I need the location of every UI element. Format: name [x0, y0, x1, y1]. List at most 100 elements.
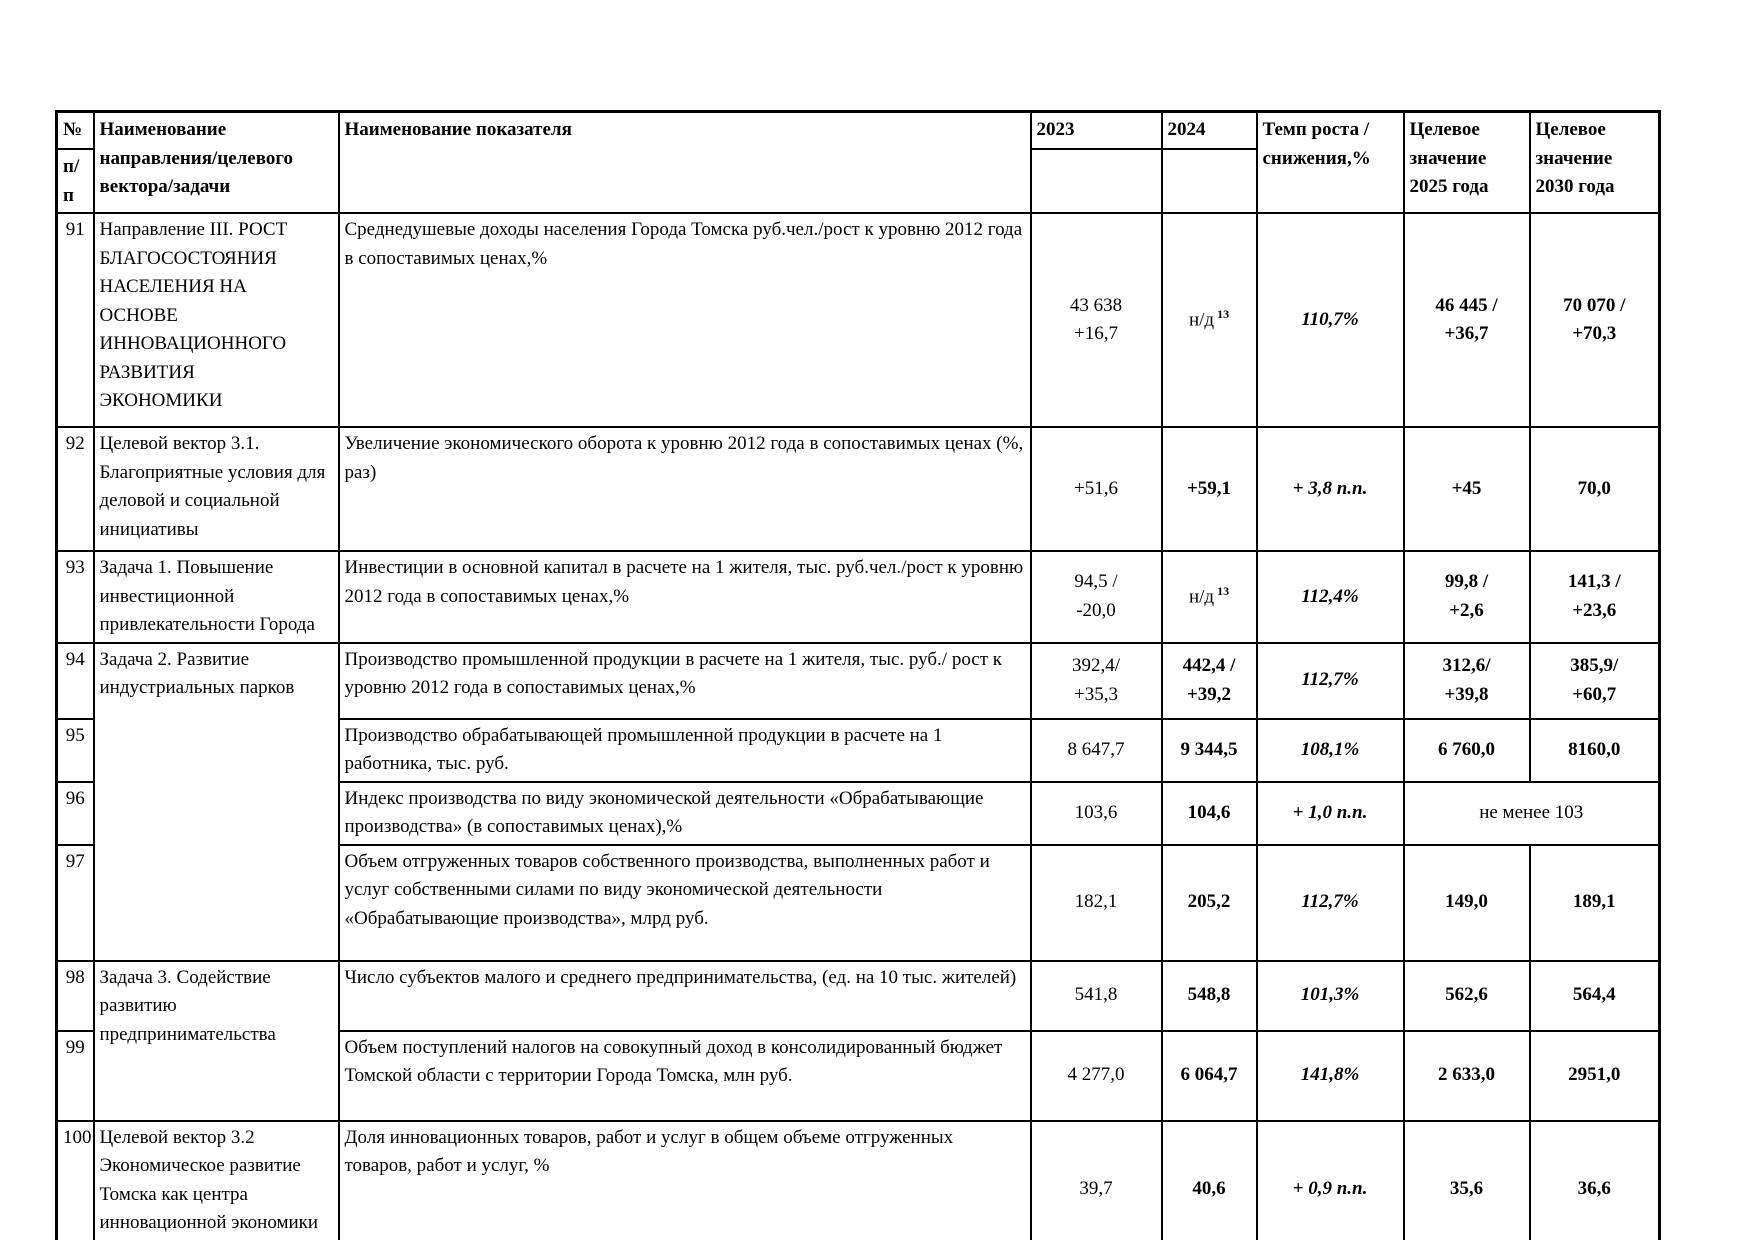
direction-name-cell: Направление III. РОСТ БЛАГОСОСТОЯНИЯ НАС… — [92, 212, 340, 428]
table-row: 92 Целевой вектор 3.1. Благоприятные усл… — [55, 426, 1661, 552]
growth-rate-cell: 141,8% — [1255, 1029, 1405, 1122]
value-2024-cell: 6 064,7 — [1160, 1029, 1258, 1122]
header-num-sub: п/п — [55, 148, 95, 214]
indicator-name-cell: Производство обрабатывающей промышленной… — [337, 717, 1032, 783]
header-num: № — [55, 110, 95, 150]
table-row: 96 Индекс производства по виду экономиче… — [55, 780, 1661, 846]
value-2024-cell: н/д 13 — [1160, 212, 1258, 428]
direction-name-cell: Задача 2. Развитие индустриальных парков — [92, 641, 340, 962]
header-growth-rate: Темп роста / снижения,% — [1255, 110, 1405, 214]
direction-name-cell: Целевой вектор 3.2 Экономическое развити… — [92, 1119, 340, 1240]
target-2030-cell: 2951,0 — [1528, 1029, 1661, 1122]
target-2030-cell: 36,6 — [1528, 1119, 1661, 1240]
value-2024-cell: 9 344,5 — [1160, 717, 1258, 783]
target-2025-cell: 35,6 — [1402, 1119, 1531, 1240]
row-number-cell: 96 — [55, 780, 95, 846]
value-2024-text: н/д — [1188, 586, 1215, 608]
header-target-2025: Целевое значение 2025 года — [1402, 110, 1531, 214]
target-2030-cell: 70,0 — [1528, 426, 1661, 552]
indicator-name-cell: Среднедушевые доходы населения Города То… — [337, 212, 1032, 428]
indicator-name-cell: Доля инновационных товаров, работ и услу… — [337, 1119, 1032, 1240]
value-2024-cell: 548,8 — [1160, 959, 1258, 1032]
indicator-name-cell: Производство промышленной продукции в ра… — [337, 641, 1032, 720]
value-2023-cell: 94,5 / -20,0 — [1029, 550, 1163, 644]
target-2025-cell: 6 760,0 — [1402, 717, 1531, 783]
header-year-2024: 2024 — [1160, 110, 1258, 150]
growth-rate-cell: + 3,8 п.п. — [1255, 426, 1405, 552]
footnote-marker: 13 — [1217, 583, 1230, 598]
table-row: 98 Задача 3. Содействие развитию предпри… — [55, 959, 1661, 1122]
direction-name-cell: Целевой вектор 3.1. Благоприятные услови… — [92, 426, 340, 552]
header-2024-sub — [1160, 148, 1258, 214]
value-2024-text: н/д — [1188, 309, 1215, 331]
row-number-cell: 95 — [55, 717, 95, 783]
row-number-cell: 100 — [55, 1119, 95, 1240]
target-2030-cell: 564,4 — [1528, 959, 1661, 1032]
growth-rate-cell: + 0,9 п.п. — [1255, 1119, 1405, 1240]
header-target-2030: Целевое значение 2030 года — [1528, 110, 1661, 214]
row-number-cell: 92 — [55, 426, 95, 552]
target-2025-cell: 149,0 — [1402, 843, 1531, 962]
table-row: 91 Направление III. РОСТ БЛАГОСОСТОЯНИЯ … — [55, 212, 1661, 428]
indicator-name-cell: Число субъектов малого и среднего предпр… — [337, 959, 1032, 1032]
target-2030-cell: 189,1 — [1528, 843, 1661, 962]
indicator-name-cell: Увеличение экономического оборота к уров… — [337, 426, 1032, 552]
indicators-table: № Наименование направления/целевого вект… — [55, 110, 1661, 1240]
table-row: 94 Задача 2. Развитие индустриальных пар… — [55, 641, 1661, 962]
indicator-name-cell: Объем поступлений налогов на совокупный … — [337, 1029, 1032, 1122]
row-number-cell: 91 — [55, 212, 95, 428]
value-2023-cell: 8 647,7 — [1029, 717, 1163, 783]
row-number-cell: 99 — [55, 1029, 95, 1122]
table-header: № Наименование направления/целевого вект… — [55, 110, 1661, 214]
target-2030-cell: 141,3 / +23,6 — [1528, 550, 1661, 644]
footnote-marker: 13 — [1217, 307, 1230, 322]
table-row: 100 Целевой вектор 3.2 Экономическое раз… — [55, 1119, 1661, 1240]
target-2030-cell: 385,9/ +60,7 — [1528, 641, 1661, 720]
row-number-cell: 94 — [55, 641, 95, 720]
target-merged-cell: не менее 103 — [1402, 780, 1661, 846]
value-2024-cell: 104,6 — [1160, 780, 1258, 846]
target-2025-cell: 312,6/ +39,8 — [1402, 641, 1531, 720]
value-2024-cell: 205,2 — [1160, 843, 1258, 962]
header-2023-sub — [1029, 148, 1163, 214]
growth-rate-cell: 110,7% — [1255, 212, 1405, 428]
table-row: 97 Объем отгруженных товаров собственног… — [55, 843, 1661, 962]
value-2023-cell: 4 277,0 — [1029, 1029, 1163, 1122]
value-2024-cell: н/д 13 — [1160, 550, 1258, 644]
header-direction: Наименование направления/целевого вектор… — [92, 110, 340, 214]
table-row: 95 Производство обрабатывающей промышлен… — [55, 717, 1661, 783]
growth-rate-cell: 108,1% — [1255, 717, 1405, 783]
value-2023-cell: 43 638 +16,7 — [1029, 212, 1163, 428]
direction-name-cell: Задача 3. Содействие развитию предприним… — [92, 959, 340, 1122]
row-number-cell: 98 — [55, 959, 95, 1032]
header-indicator: Наименование показателя — [337, 110, 1032, 214]
growth-rate-cell: + 1,0 п.п. — [1255, 780, 1405, 846]
indicator-name-cell: Инвестиции в основной капитал в расчете … — [337, 550, 1032, 644]
value-2023-cell: 182,1 — [1029, 843, 1163, 962]
growth-rate-cell: 101,3% — [1255, 959, 1405, 1032]
target-2025-cell: +45 — [1402, 426, 1531, 552]
value-2023-cell: +51,6 — [1029, 426, 1163, 552]
value-2023-cell: 541,8 — [1029, 959, 1163, 1032]
target-2030-cell: 70 070 / +70,3 — [1528, 212, 1661, 428]
value-2023-cell: 39,7 — [1029, 1119, 1163, 1240]
direction-name-cell: Задача 1. Повышение инвестиционной привл… — [92, 550, 340, 644]
value-2024-cell: 40,6 — [1160, 1119, 1258, 1240]
table-row: 99 Объем поступлений налогов на совокупн… — [55, 1029, 1661, 1122]
target-2030-cell: 8160,0 — [1528, 717, 1661, 783]
row-number-cell: 93 — [55, 550, 95, 644]
value-2024-cell: +59,1 — [1160, 426, 1258, 552]
indicator-name-cell: Объем отгруженных товаров собственного п… — [337, 843, 1032, 962]
value-2024-cell: 442,4 / +39,2 — [1160, 641, 1258, 720]
row-number-cell: 97 — [55, 843, 95, 962]
target-2025-cell: 99,8 / +2,6 — [1402, 550, 1531, 644]
value-2023-cell: 103,6 — [1029, 780, 1163, 846]
indicator-name-cell: Индекс производства по виду экономическо… — [337, 780, 1032, 846]
growth-rate-cell: 112,4% — [1255, 550, 1405, 644]
table-row: 93 Задача 1. Повышение инвестиционной пр… — [55, 550, 1661, 644]
table-body: 91 Направление III. РОСТ БЛАГОСОСТОЯНИЯ … — [55, 212, 1661, 1240]
growth-rate-cell: 112,7% — [1255, 843, 1405, 962]
header-year-2023: 2023 — [1029, 110, 1163, 150]
value-2023-cell: 392,4/ +35,3 — [1029, 641, 1163, 720]
